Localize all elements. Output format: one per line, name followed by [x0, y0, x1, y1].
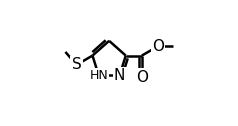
Text: S: S: [72, 57, 81, 72]
Text: O: O: [136, 70, 148, 85]
Text: N: N: [114, 68, 125, 83]
Text: O: O: [152, 39, 164, 54]
Text: HN: HN: [89, 69, 108, 82]
